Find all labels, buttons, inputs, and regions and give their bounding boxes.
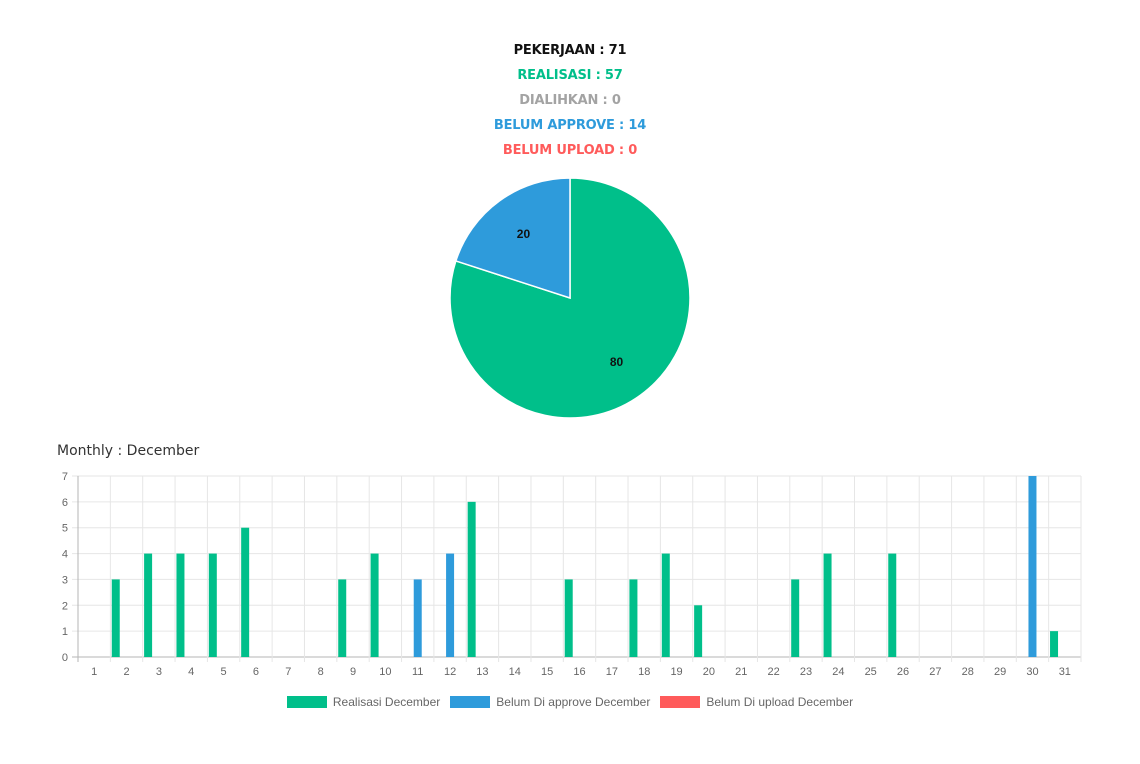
legend-item[interactable]: Realisasi December (286, 695, 441, 709)
x-tick-label: 2 (123, 666, 129, 678)
legend-swatch (450, 696, 491, 708)
summary-dialihkan: DIALIHKAN : 0 (519, 93, 621, 108)
x-tick-label: 3 (156, 666, 162, 678)
bar[interactable] (208, 553, 217, 657)
bar[interactable] (370, 553, 379, 657)
x-tick-label: 28 (962, 666, 974, 678)
pie-chart: 80 20 (449, 177, 691, 419)
bar[interactable] (791, 579, 800, 657)
y-tick-label: 4 (62, 549, 68, 561)
legend-item[interactable]: Belum Di approve December (450, 695, 650, 709)
x-tick-label: 27 (929, 666, 941, 678)
monthly-title: Monthly : December (57, 443, 200, 459)
x-tick-label: 31 (1059, 666, 1071, 678)
x-tick-label: 20 (703, 666, 715, 678)
bar[interactable] (1028, 476, 1037, 657)
bar[interactable] (661, 553, 670, 657)
x-tick-label: 13 (476, 666, 488, 678)
summary-belum-approve: BELUM APPROVE : 14 (493, 118, 647, 133)
x-tick-label: 12 (444, 666, 456, 678)
x-tick-label: 1 (91, 666, 97, 678)
legend-label: Belum Di upload December (706, 695, 854, 709)
x-tick-label: 5 (221, 666, 227, 678)
x-tick-label: 9 (350, 666, 356, 678)
x-tick-label: 6 (253, 666, 259, 678)
legend-item[interactable]: Belum Di upload December (660, 695, 853, 709)
bar[interactable] (176, 553, 185, 657)
bar[interactable] (241, 527, 250, 657)
bar[interactable] (413, 579, 422, 657)
pie-chart-svg: 80 20 (449, 177, 691, 419)
x-tick-label: 17 (606, 666, 618, 678)
bar[interactable] (694, 605, 703, 657)
bar[interactable] (888, 553, 897, 657)
summary-pekerjaan: PEKERJAAN : 71 (513, 43, 627, 58)
x-tick-label: 18 (638, 666, 650, 678)
legend-swatch (286, 696, 327, 708)
y-tick-label: 7 (62, 471, 68, 483)
bar[interactable] (467, 501, 476, 657)
summary-realisasi: REALISASI : 57 (517, 68, 623, 83)
x-tick-label: 22 (768, 666, 780, 678)
y-tick-label: 5 (62, 523, 68, 535)
x-tick-label: 29 (994, 666, 1006, 678)
bar-chart-legend: Realisasi December Belum Di approve Decem… (0, 695, 1140, 709)
bar[interactable] (446, 553, 455, 657)
legend-label: Realisasi December (332, 695, 441, 709)
x-tick-label: 15 (541, 666, 553, 678)
x-tick-label: 24 (832, 666, 844, 678)
x-tick-label: 21 (735, 666, 747, 678)
x-tick-label: 26 (897, 666, 909, 678)
legend-swatch (660, 696, 701, 708)
x-tick-label: 10 (379, 666, 391, 678)
pie-slice-label: 20 (517, 227, 531, 241)
x-tick-label: 4 (188, 666, 194, 678)
summary-belum-upload: BELUM UPLOAD : 0 (502, 143, 638, 158)
y-tick-label: 6 (62, 497, 68, 509)
x-tick-label: 23 (800, 666, 812, 678)
bar[interactable] (564, 579, 573, 657)
x-tick-label: 14 (509, 666, 521, 678)
pie-slice-label: 80 (610, 355, 624, 369)
pie-slice[interactable] (454, 177, 571, 300)
x-tick-label: 11 (412, 666, 423, 678)
legend-label: Belum Di approve December (496, 695, 651, 709)
bar[interactable] (1050, 631, 1059, 657)
bar[interactable] (629, 579, 638, 657)
bar[interactable] (338, 579, 347, 657)
bar-chart: 0 1 2 3 4 5 6 7 1 2 3 4 5 6 7 8 9 10 11 12 13 14 15 16 17 18 19 20 2… (0, 460, 1140, 690)
x-tick-label: 19 (670, 666, 682, 678)
x-tick-label: 8 (318, 666, 324, 678)
bar[interactable] (111, 579, 120, 657)
x-tick-label: 7 (285, 666, 291, 678)
x-tick-label: 30 (1026, 666, 1038, 678)
y-tick-label: 0 (62, 652, 68, 664)
x-tick-label: 16 (573, 666, 585, 678)
y-tick-label: 1 (62, 626, 68, 638)
x-tick-label: 25 (865, 666, 877, 678)
y-tick-label: 3 (62, 574, 68, 586)
bar[interactable] (823, 553, 832, 657)
y-tick-label: 2 (62, 600, 68, 612)
bar[interactable] (144, 553, 153, 657)
